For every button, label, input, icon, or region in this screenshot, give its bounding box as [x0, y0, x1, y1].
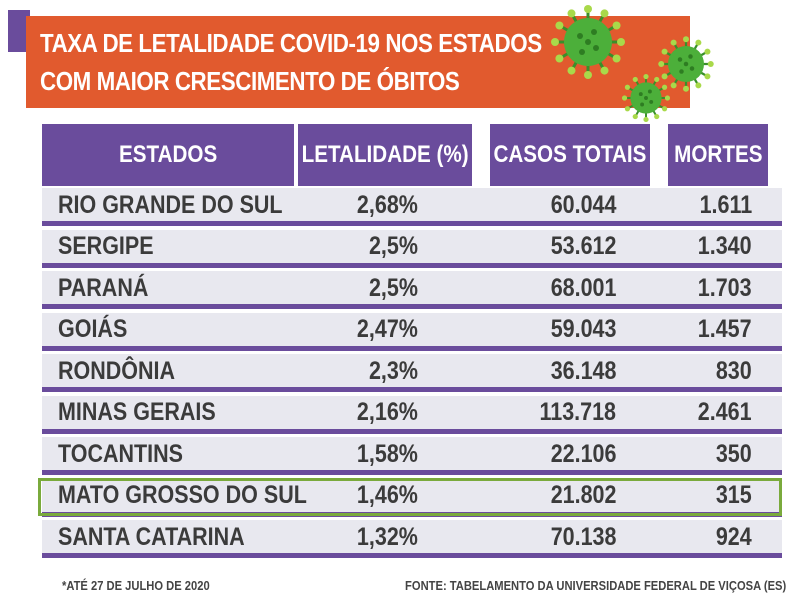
state-cell: PARANÁ — [58, 269, 163, 307]
deaths-cell-text: 830 — [716, 356, 752, 385]
cases-cell: 53.612 — [490, 228, 616, 266]
deaths-cell: 2.461 — [668, 394, 752, 432]
cases-cell-text: 22.106 — [550, 439, 616, 468]
deaths-cell-text: 350 — [716, 439, 752, 468]
cases-cell-text: 68.001 — [550, 273, 616, 302]
state-cell-text: SERGIPE — [58, 232, 154, 260]
title-line-1: TAXA DE LETALIDADE COVID-19 NOS ESTADOS — [40, 28, 542, 58]
cases-cell: 59.043 — [490, 311, 616, 349]
header-deaths-label: MORTES — [673, 141, 763, 168]
state-cell: SANTA CATARINA — [58, 518, 275, 556]
cases-cell-text: 113.718 — [539, 398, 616, 426]
deaths-cell: 924 — [668, 518, 752, 556]
deaths-cell: 1.703 — [668, 269, 752, 307]
table-row — [42, 520, 782, 558]
lethality-cell-text: 2,47% — [357, 315, 418, 343]
header-lethality: LETALIDADE (%) — [298, 124, 472, 186]
deaths-cell: 350 — [668, 435, 752, 473]
deaths-cell: 1.611 — [668, 186, 752, 224]
lethality-cell-text: 2,68% — [357, 190, 418, 219]
virus-icon — [658, 36, 714, 92]
highlight-row-box — [38, 478, 782, 516]
cases-cell: 70.138 — [490, 518, 616, 556]
cases-cell-text: 36.148 — [550, 356, 616, 385]
deaths-cell-text: 1.611 — [699, 190, 752, 219]
state-cell-text: GOIÁS — [58, 315, 128, 343]
footnote: *ATÉ 27 DE JULHO DE 2020 — [62, 578, 234, 593]
table-row — [42, 229, 782, 268]
cases-cell: 113.718 — [490, 394, 616, 432]
table-row — [42, 312, 782, 351]
lethality-cell: 2,47% — [300, 311, 418, 349]
cases-cell-text: 21.802 — [550, 481, 616, 509]
state-cell-text: MATO GROSSO DO SUL — [58, 481, 307, 509]
header-deaths: MORTES — [668, 124, 768, 186]
virus-icon — [551, 5, 625, 79]
state-cell-text: RONDÔNIA — [58, 356, 176, 385]
lethality-cell-text: 1,32% — [357, 522, 418, 551]
state-cell: RONDÔNIA — [58, 352, 194, 390]
title-line-2: COM MAIOR CRESCIMENTO DE ÓBITOS — [40, 66, 460, 96]
deaths-cell-text: 315 — [716, 481, 752, 509]
state-cell: SERGIPE — [58, 228, 169, 266]
lethality-cell: 2,5% — [300, 269, 418, 307]
state-cell: MINAS GERAIS — [58, 394, 241, 432]
table-row — [42, 188, 782, 226]
state-cell: MATO GROSSO DO SUL — [58, 477, 347, 515]
deaths-cell-text: 2.461 — [698, 398, 752, 426]
lethality-cell: 2,16% — [300, 394, 418, 432]
state-cell-text: PARANÁ — [58, 273, 149, 302]
table-row — [42, 354, 782, 392]
lethality-cell-text: 2,16% — [357, 398, 418, 426]
lethality-cell: 1,46% — [300, 477, 418, 515]
cases-cell: 22.106 — [490, 435, 616, 473]
lethality-cell-text: 2,3% — [368, 356, 418, 385]
state-cell: GOIÁS — [58, 311, 139, 349]
deaths-cell-text: 1.457 — [698, 315, 752, 343]
source-text: FONTE: TABELAMENTO DA UNIVERSIDADE FEDER… — [404, 578, 786, 593]
lethality-cell: 1,58% — [300, 435, 418, 473]
deaths-cell: 830 — [668, 352, 752, 390]
lethality-cell: 1,32% — [300, 518, 418, 556]
state-cell-text: SANTA CATARINA — [58, 522, 245, 551]
deaths-cell-text: 1.703 — [698, 273, 752, 302]
state-cell: TOCANTINS — [58, 435, 203, 473]
lethality-cell-text: 2,5% — [368, 273, 418, 302]
cases-cell: 68.001 — [490, 269, 616, 307]
source-note: FONTE: TABELAMENTO DA UNIVERSIDADE FEDER… — [343, 578, 786, 593]
cases-cell-text: 60.044 — [550, 190, 616, 219]
cases-cell: 21.802 — [490, 477, 616, 515]
deaths-cell-text: 924 — [716, 522, 752, 551]
header-lethality-label: LETALIDADE (%) — [301, 141, 469, 168]
deaths-cell: 315 — [668, 477, 752, 515]
deaths-cell: 1.340 — [668, 228, 752, 266]
cases-cell-text: 59.043 — [550, 315, 616, 343]
virus-icon — [621, 73, 671, 123]
lethality-cell-text: 1,46% — [357, 481, 418, 509]
header-states-label: ESTADOS — [118, 141, 218, 168]
table-row — [42, 271, 782, 309]
deaths-cell-text: 1.340 — [698, 232, 752, 260]
header-states: ESTADOS — [42, 124, 294, 186]
cases-cell-text: 70.138 — [550, 522, 616, 551]
lethality-cell-text: 2,5% — [368, 232, 418, 260]
header-cases: CASOS TOTAIS — [490, 124, 650, 186]
state-cell-text: MINAS GERAIS — [58, 398, 216, 426]
lethality-cell: 2,5% — [300, 228, 418, 266]
footnote-text: *ATÉ 27 DE JULHO DE 2020 — [62, 578, 210, 593]
table-row — [42, 437, 782, 475]
table-row — [42, 395, 782, 434]
state-cell-text: TOCANTINS — [58, 439, 184, 468]
header-cases-label: CASOS TOTAIS — [493, 141, 647, 168]
cases-cell: 60.044 — [490, 186, 616, 224]
cases-cell-text: 53.612 — [550, 232, 616, 260]
state-cell: RIO GRANDE DO SUL — [58, 186, 319, 224]
title-accent-bar — [8, 10, 30, 52]
state-cell-text: RIO GRANDE DO SUL — [58, 190, 283, 219]
lethality-cell: 2,68% — [300, 186, 418, 224]
deaths-cell: 1.457 — [668, 311, 752, 349]
cases-cell: 36.148 — [490, 352, 616, 390]
lethality-cell-text: 1,58% — [357, 439, 418, 468]
lethality-cell: 2,3% — [300, 352, 418, 390]
